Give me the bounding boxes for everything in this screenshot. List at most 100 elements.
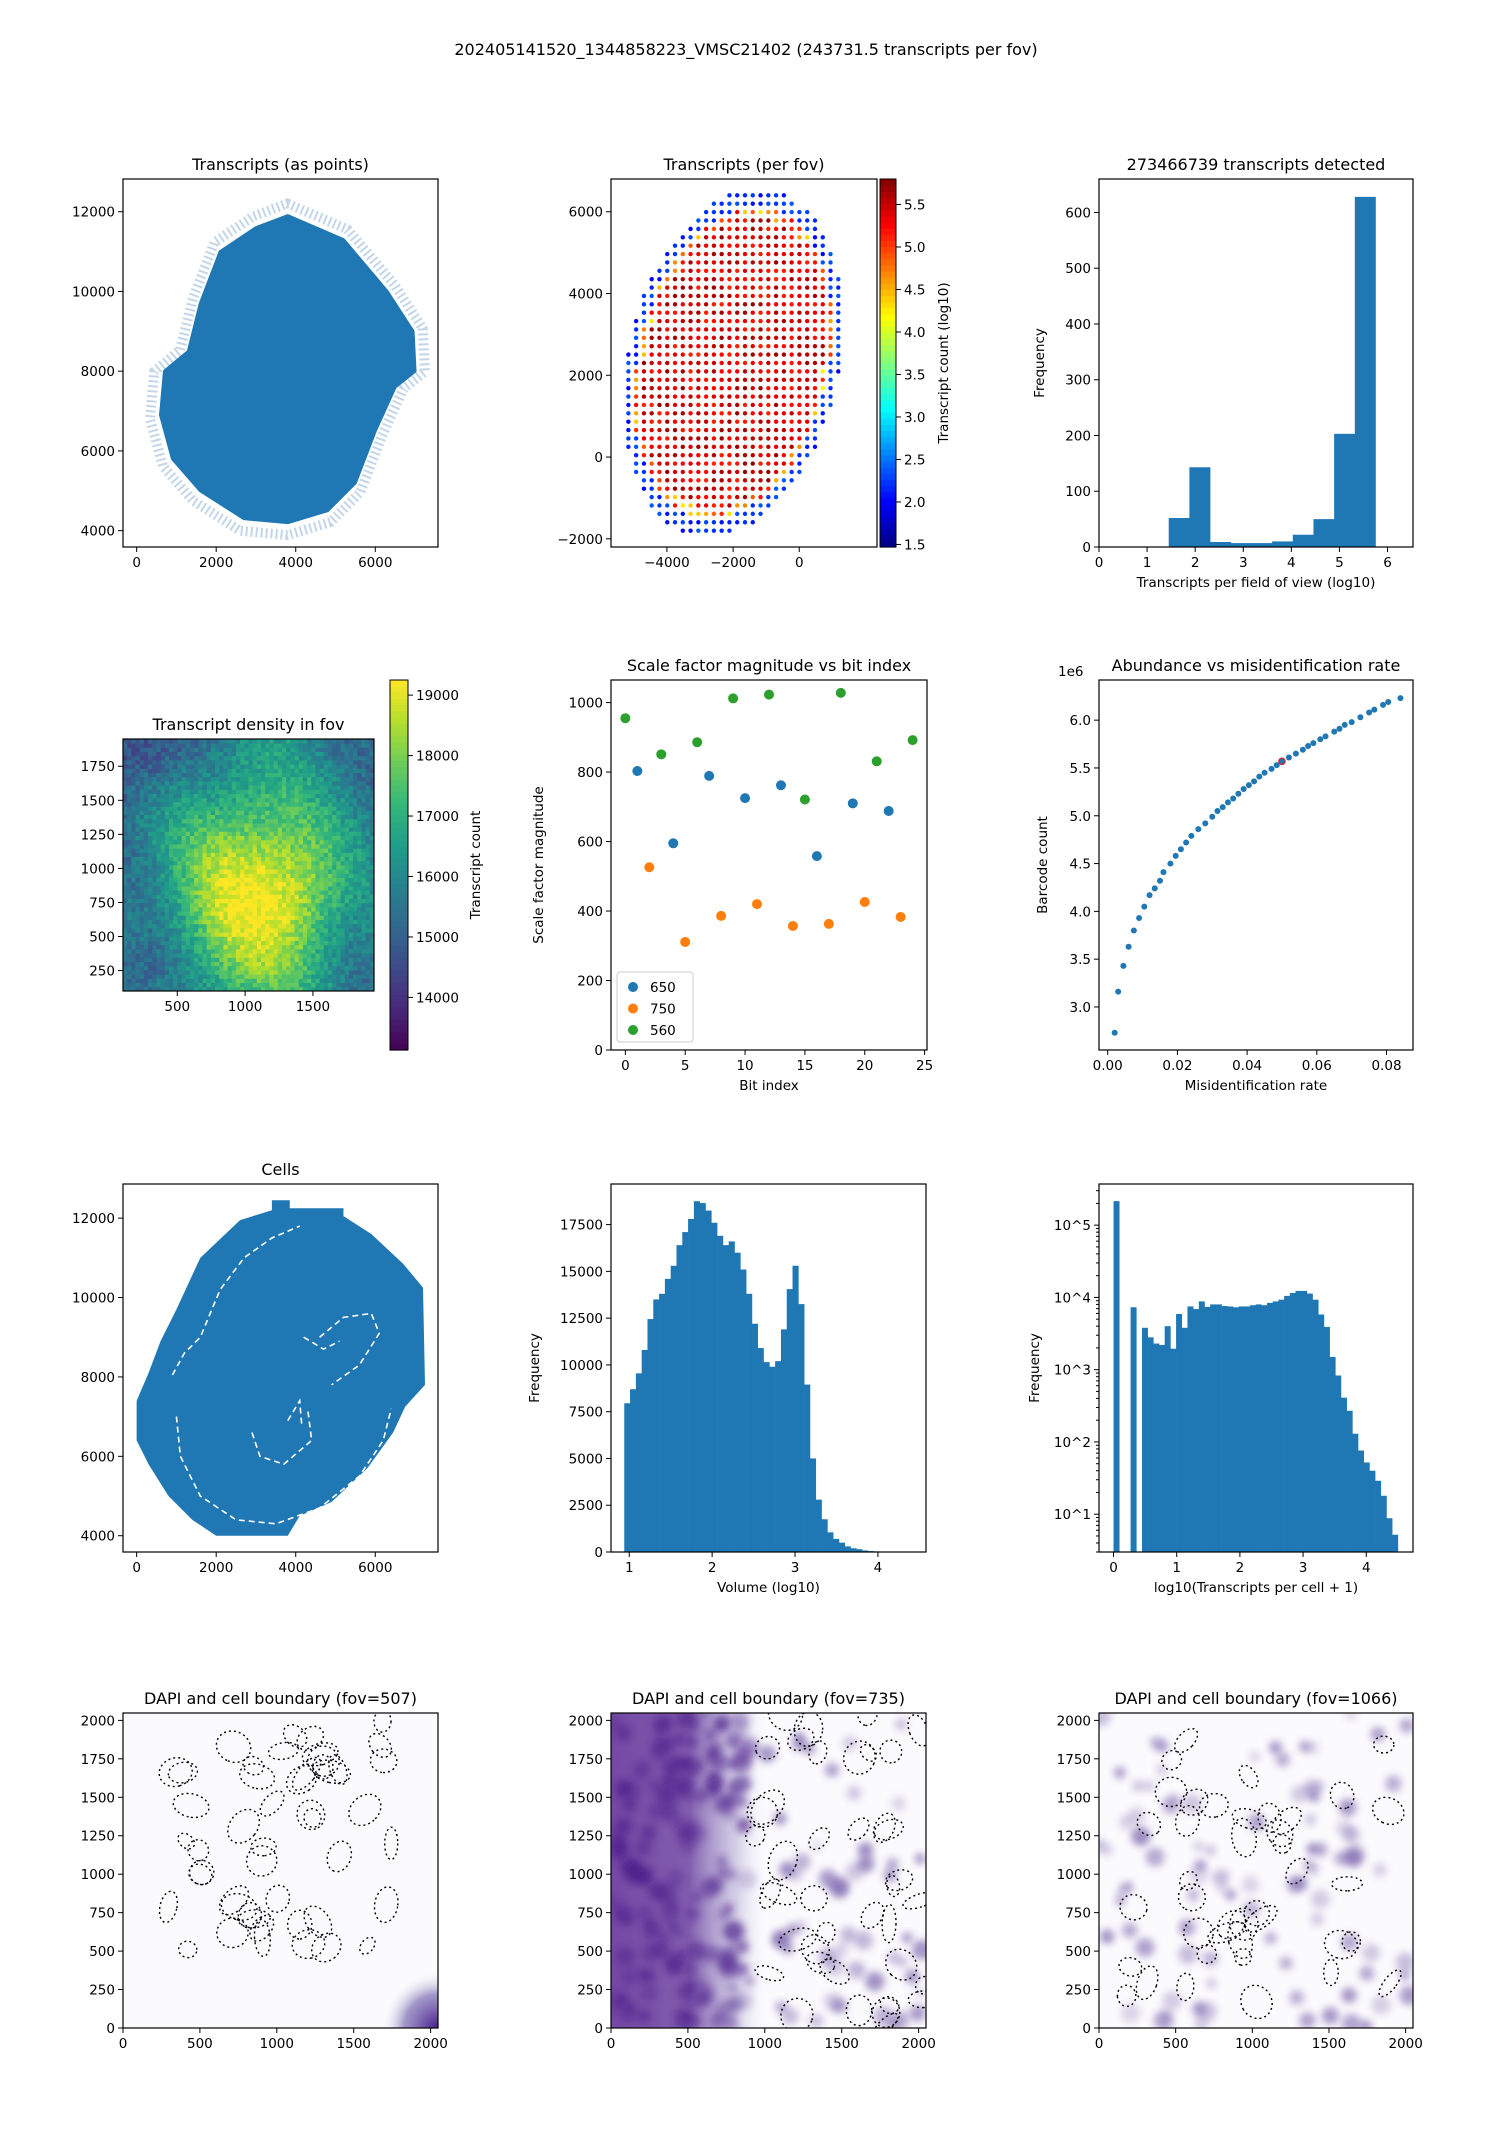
heatmap-cell	[344, 961, 350, 967]
heatmap-cell	[332, 781, 337, 786]
heatmap-cell	[248, 831, 254, 836]
heatmap-cell	[223, 789, 228, 794]
heatmap-cell	[219, 751, 224, 757]
heatmap-cell	[131, 886, 136, 891]
scatter-point	[1240, 785, 1247, 792]
heatmap-cell	[348, 852, 354, 857]
heatmap-cell	[256, 810, 262, 815]
heatmap-cell	[210, 974, 216, 979]
heatmap-cell	[286, 835, 291, 841]
heatmap-cell	[135, 944, 141, 950]
heatmap-cell	[139, 776, 145, 782]
heatmap-cell	[353, 776, 358, 782]
heatmap-cell	[223, 802, 228, 807]
fov-point	[781, 369, 787, 374]
heatmap-cell	[311, 827, 316, 832]
heatmap-cell	[286, 860, 291, 866]
fov-point	[633, 427, 639, 433]
heatmap-cell	[336, 881, 341, 887]
heatmap-cell	[261, 793, 266, 799]
heatmap-cell	[227, 852, 233, 857]
heatmap-cell	[365, 923, 371, 929]
heatmap-cell	[231, 755, 237, 761]
heatmap-cell	[332, 751, 337, 757]
heatmap-cell	[286, 886, 291, 891]
heatmap-cell	[189, 902, 195, 908]
heatmap-cell	[152, 835, 157, 841]
heatmap-cell	[336, 936, 341, 941]
colorbar-segment	[880, 320, 896, 327]
heatmap-cell	[277, 936, 283, 941]
heatmap-cell	[156, 932, 162, 937]
scatter-point-560	[764, 689, 774, 700]
heatmap-cell	[185, 760, 191, 765]
heatmap-cell	[177, 806, 182, 811]
heatmap-cell	[135, 751, 141, 757]
colorbar-segment	[880, 442, 896, 450]
heatmap-cell	[148, 907, 153, 912]
heatmap-cell	[357, 789, 362, 794]
heatmap-cell	[210, 806, 216, 811]
heatmap-cell	[248, 865, 254, 870]
fov-point	[727, 302, 732, 307]
heatmap-cell	[227, 785, 233, 790]
hist-bar	[1272, 541, 1294, 547]
heatmap-cell	[357, 802, 362, 807]
fov-point	[688, 419, 693, 424]
heatmap-cell	[323, 793, 329, 799]
fov-point	[696, 528, 701, 533]
heatmap-cell	[269, 877, 274, 883]
fov-point	[750, 503, 755, 508]
heatmap-cell	[273, 831, 279, 836]
heatmap-cell	[227, 856, 233, 862]
heatmap-cell	[148, 923, 153, 929]
heatmap-cell	[332, 760, 337, 765]
heatmap-cell	[315, 961, 321, 967]
heatmap-cell	[139, 806, 145, 811]
y-tick-label: 2000	[569, 368, 603, 384]
heatmap-cell	[365, 894, 371, 899]
heatmap-cell	[139, 768, 145, 773]
heatmap-cell	[231, 894, 237, 899]
heatmap-cell	[219, 865, 224, 870]
heatmap-cell	[177, 760, 182, 765]
hist-bar	[798, 1304, 805, 1552]
heatmap-cell	[148, 739, 153, 744]
heatmap-cell	[181, 789, 187, 794]
fov-point	[773, 260, 779, 265]
heatmap-cell	[143, 890, 149, 895]
heatmap-cell	[265, 907, 270, 912]
heatmap-cell	[332, 747, 337, 752]
heatmap-cell	[240, 827, 245, 832]
heatmap-cell	[348, 747, 354, 752]
fov-point	[797, 235, 802, 240]
heatmap-cell	[327, 970, 333, 975]
heatmap-cell	[256, 898, 262, 904]
heatmap-cell	[319, 936, 325, 941]
heatmap-cell	[198, 953, 203, 958]
heatmap-cell	[302, 986, 308, 991]
heatmap-cell	[181, 873, 187, 878]
heatmap-cell	[235, 802, 241, 807]
heatmap-cell	[181, 953, 187, 958]
fov-point	[758, 436, 763, 441]
heatmap-cell	[319, 852, 325, 857]
heatmap-cell	[152, 760, 157, 765]
fov-point	[735, 394, 740, 399]
heatmap-cell	[315, 978, 321, 983]
scatter-point	[1310, 740, 1317, 747]
scatter-point-750	[680, 936, 691, 947]
heatmap-cell	[181, 823, 187, 828]
heatmap-cell	[261, 743, 266, 748]
heatmap-cell	[273, 814, 279, 820]
heatmap-cell	[135, 886, 141, 891]
fov-point	[758, 411, 763, 416]
fov-point	[766, 461, 771, 466]
heatmap-cell	[123, 949, 128, 954]
scatter-point	[1331, 728, 1338, 735]
fov-point	[766, 419, 771, 424]
fov-point	[781, 419, 787, 424]
heatmap-cell	[131, 768, 136, 773]
heatmap-cell	[181, 747, 187, 752]
heatmap-cell	[156, 839, 162, 845]
